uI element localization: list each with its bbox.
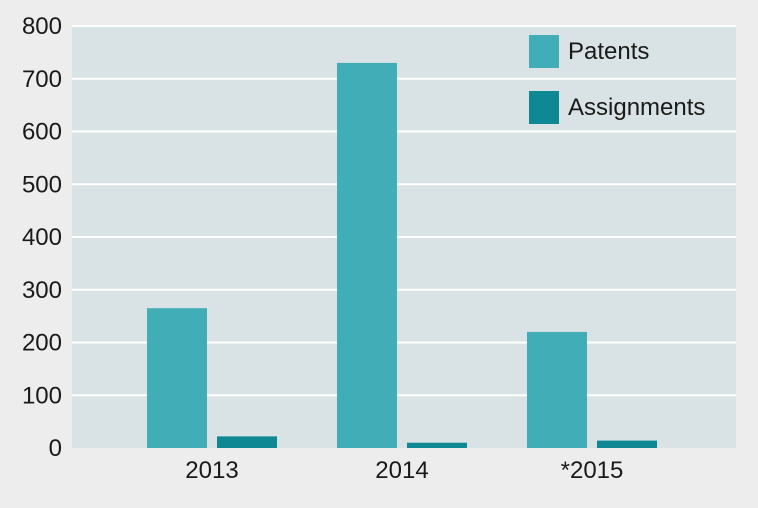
bar-patents-2015 — [527, 331, 587, 448]
bar-assignments-2015 — [597, 440, 657, 448]
y-tick-label: 100 — [22, 382, 62, 409]
y-tick-label: 300 — [22, 277, 62, 304]
legend-label: Patents — [568, 38, 649, 65]
bar-patents-2014 — [337, 62, 397, 449]
x-tick-label: 2014 — [375, 457, 428, 484]
y-tick-label: 0 — [49, 435, 62, 462]
x-tick-label: 2013 — [185, 457, 238, 484]
y-tick-label: 200 — [22, 330, 62, 357]
legend: Patents Assignments — [529, 35, 705, 124]
bar-assignments-2013 — [217, 436, 277, 448]
bar-assignments-2014 — [407, 442, 467, 448]
y-tick-label: 700 — [22, 66, 62, 93]
y-tick-label: 800 — [22, 13, 62, 40]
y-tick-label: 400 — [22, 224, 62, 251]
legend-swatch — [529, 35, 559, 68]
y-tick-label: 600 — [22, 119, 62, 146]
x-axis-tick-labels: 2013 2014 *2015 — [185, 457, 623, 484]
bar-patents-2013 — [147, 308, 207, 448]
y-axis-tick-labels: 0 100 200 300 400 500 600 700 800 — [22, 13, 62, 462]
bars — [147, 62, 657, 449]
legend-label: Assignments — [568, 94, 705, 121]
y-tick-label: 500 — [22, 171, 62, 198]
legend-swatch — [529, 91, 559, 124]
x-tick-label: *2015 — [561, 457, 624, 484]
